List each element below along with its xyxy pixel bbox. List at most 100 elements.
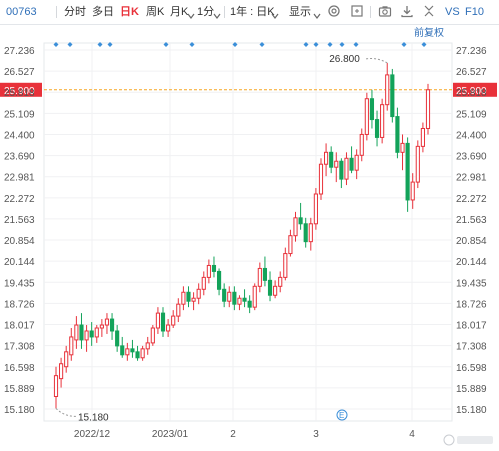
y-tick-label-right: 20.144: [456, 257, 487, 268]
x-tick-label: 2023/01: [152, 429, 189, 440]
y-tick-label-right: 18.017: [456, 321, 487, 332]
candle-body: [273, 285, 278, 296]
candle-body: [324, 151, 329, 165]
candle-body: [94, 327, 99, 338]
chevron-down-icon[interactable]: [271, 7, 279, 25]
y-tick-label: 26.527: [4, 67, 35, 78]
candle-body: [374, 119, 380, 138]
y-tick-label-right: 20.854: [456, 236, 487, 247]
adjust-label[interactable]: 前复权: [414, 26, 444, 39]
event-diamond[interactable]: [67, 42, 73, 47]
y-tick-label: 21.563: [4, 215, 35, 226]
watermark: [443, 434, 495, 449]
f10-button[interactable]: F10: [465, 6, 484, 18]
price-badge-right: [453, 82, 497, 97]
candle-body: [74, 324, 79, 341]
vs-compare-button[interactable]: VS: [445, 6, 460, 18]
candle-body: [318, 163, 324, 195]
candle-body: [283, 253, 288, 278]
event-diamond[interactable]: [53, 42, 59, 47]
tab-monthly-k[interactable]: 月K: [170, 6, 189, 18]
y-tick-label-right: 24.400: [456, 130, 487, 141]
event-diamond[interactable]: [259, 42, 265, 47]
tab-weekly-k[interactable]: 周K: [146, 6, 165, 18]
candle-body: [334, 160, 339, 168]
candle-body: [176, 303, 181, 317]
collapse-icon[interactable]: [422, 4, 436, 23]
candle-body: [216, 270, 222, 290]
chevron-down-icon[interactable]: [187, 7, 195, 25]
candle-body: [390, 74, 395, 118]
event-diamond[interactable]: [353, 42, 359, 47]
x-tick-label: 4: [409, 429, 415, 440]
candle-body: [380, 104, 385, 138]
tab-intraday[interactable]: 分时: [64, 6, 86, 18]
fullscreen-icon[interactable]: [350, 4, 364, 23]
event-diamond[interactable]: [97, 42, 103, 47]
tab-daily-k[interactable]: 日K: [120, 6, 139, 18]
candle-body: [420, 127, 425, 147]
y-tick-label: 16.598: [4, 363, 35, 374]
candle-body: [369, 98, 375, 121]
event-diamond[interactable]: [327, 42, 333, 47]
candle-body: [125, 348, 130, 356]
candle-body: [237, 297, 242, 305]
candle-body: [79, 324, 84, 341]
event-diamond[interactable]: [107, 42, 113, 47]
event-diamond[interactable]: [421, 42, 427, 47]
download-icon[interactable]: [400, 4, 414, 23]
tab-multi-day[interactable]: 多日: [92, 6, 114, 18]
candle-body: [222, 288, 227, 302]
candle-body: [339, 160, 344, 180]
event-diamond[interactable]: [401, 42, 407, 47]
candle-body: [329, 151, 334, 168]
y-tick-label-right: 22.981: [456, 173, 487, 184]
event-e-marker[interactable]: [336, 409, 348, 421]
event-diamond[interactable]: [313, 42, 319, 47]
y-tick-label: 15.889: [4, 384, 35, 395]
chart-grid: [43, 42, 453, 422]
stock-code[interactable]: 00763: [6, 6, 37, 18]
candle-body: [115, 330, 120, 347]
candle-body: [109, 318, 115, 332]
candle-body: [385, 74, 390, 106]
candle-body: [344, 157, 349, 180]
event-diamond[interactable]: [232, 42, 238, 47]
candle-body: [293, 217, 298, 237]
display-menu[interactable]: 显示: [289, 6, 311, 18]
candle-body: [166, 324, 171, 332]
event-diamond[interactable]: [189, 42, 195, 47]
price-badge-left: [0, 82, 42, 97]
x-tick-label: 2: [230, 429, 236, 440]
tab-1-minute[interactable]: 1分: [197, 6, 215, 18]
chevron-down-icon[interactable]: [313, 7, 321, 25]
event-diamond[interactable]: [339, 42, 345, 47]
y-tick-label-right: 18.726: [456, 299, 487, 310]
candle-body: [308, 223, 313, 243]
gear-icon[interactable]: [327, 4, 341, 23]
candle-body: [171, 315, 176, 326]
y-tick-label: 22.272: [4, 194, 35, 205]
kline-chart[interactable]: 25.900 25.900 27.236 27.236 26.527 26.527 25.…: [0, 25, 499, 451]
y-tick-label-right: 15.180: [456, 405, 487, 416]
y-tick-label-right: 21.563: [456, 215, 487, 226]
event-diamond[interactable]: [303, 42, 309, 47]
y-tick-label-right: 25.818: [456, 88, 487, 99]
y-tick-label: 20.144: [4, 257, 35, 268]
x-tick-label: 3: [313, 429, 319, 440]
period-selector[interactable]: 1年 : 日K: [230, 6, 275, 18]
candle-body: [181, 291, 186, 305]
candle-body: [130, 348, 135, 353]
y-tick-label-right: 22.272: [456, 194, 487, 205]
candle-body: [400, 142, 405, 153]
camera-icon[interactable]: [378, 4, 392, 23]
candle-body: [267, 279, 273, 296]
chevron-down-icon[interactable]: [213, 7, 221, 25]
candle-body: [405, 142, 410, 201]
candle-body: [84, 330, 89, 341]
candle-body: [145, 342, 150, 350]
y-tick-label-right: 26.527: [456, 67, 487, 78]
event-diamond[interactable]: [163, 42, 169, 47]
candle-body: [303, 223, 308, 243]
y-tick-label: 27.236: [4, 46, 35, 57]
